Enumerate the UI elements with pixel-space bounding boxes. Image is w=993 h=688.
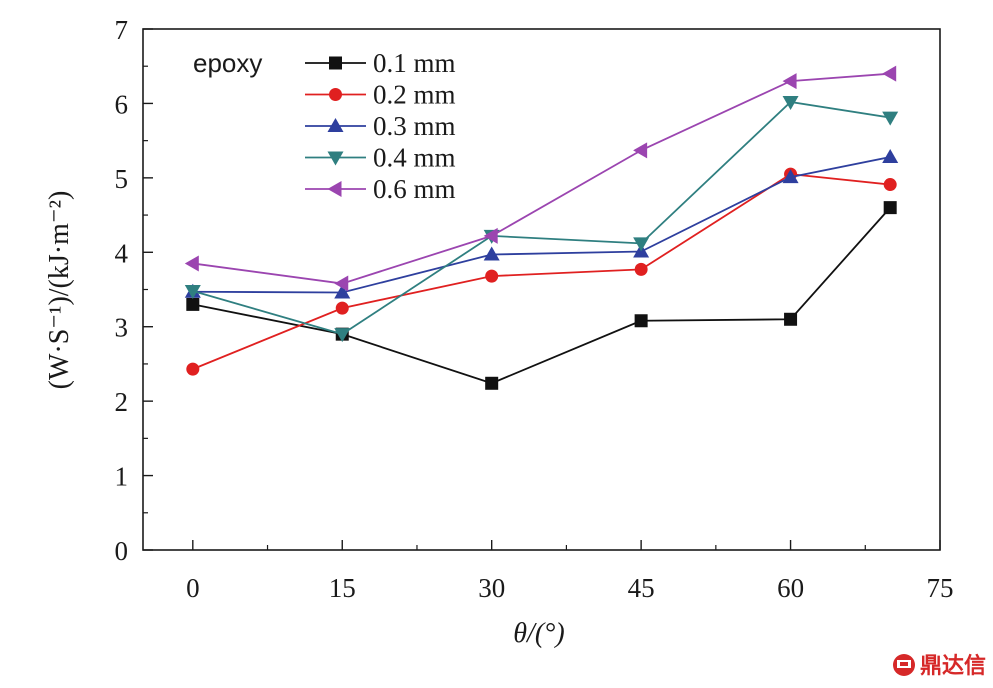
series-line — [192, 173, 891, 370]
legend-item: 0.2 mm — [305, 80, 456, 110]
y-tick-label: 1 — [115, 462, 129, 492]
data-point — [782, 169, 799, 184]
y-tick-label: 7 — [115, 15, 129, 45]
legend: 0.1 mm0.2 mm0.3 mm0.4 mm0.6 mm — [305, 48, 456, 204]
data-point — [483, 227, 498, 244]
annotation-epoxy: epoxy — [193, 48, 262, 78]
legend-label: 0.4 mm — [373, 143, 456, 173]
data-point — [784, 312, 798, 326]
data-point — [882, 65, 897, 82]
data-point — [883, 178, 897, 192]
legend-item: 0.1 mm — [305, 48, 456, 78]
series-0-4mm — [184, 95, 899, 343]
series-0-1mm — [186, 201, 897, 390]
data-point — [485, 376, 499, 390]
legend-marker — [329, 56, 342, 70]
legend-label: 0.3 mm — [373, 111, 456, 141]
series-0-3mm — [184, 149, 899, 299]
data-point — [634, 314, 648, 328]
data-point — [334, 284, 351, 299]
dingdaxin-logo-icon — [893, 654, 915, 676]
watermark-text: 鼎达信 — [920, 653, 986, 679]
y-tick-label: 5 — [115, 164, 129, 194]
watermark: 鼎达信 — [893, 653, 986, 679]
series-line — [192, 207, 891, 385]
legend-marker — [329, 88, 342, 101]
legend-item: 0.6 mm — [305, 174, 456, 204]
data-point — [334, 328, 351, 343]
x-tick-label: 30 — [478, 573, 505, 603]
data-point — [334, 275, 349, 292]
x-tick-label: 45 — [628, 573, 655, 603]
y-tick-label: 4 — [115, 238, 129, 268]
y-tick-label: 2 — [115, 387, 129, 417]
series-0-6mm — [184, 65, 897, 292]
legend-marker — [327, 151, 344, 166]
data-point — [186, 297, 200, 311]
y-axis-title: (W·S⁻¹)/(kJ·m⁻²) — [44, 191, 75, 390]
data-point — [782, 73, 797, 90]
legend-item: 0.3 mm — [305, 111, 456, 141]
y-axis-ticks: 0 1 2 3 4 5 6 7 — [115, 15, 153, 566]
x-tick-label: 60 — [777, 573, 804, 603]
series-0-2mm — [186, 167, 897, 376]
y-tick-label: 3 — [115, 313, 129, 343]
series-line — [192, 100, 891, 336]
data-point — [882, 149, 899, 164]
data-point — [782, 95, 799, 110]
series-layer — [184, 65, 899, 390]
data-point — [633, 142, 648, 159]
legend-marker — [327, 118, 344, 132]
series-line — [192, 72, 891, 285]
data-point — [634, 262, 648, 276]
legend-marker — [327, 181, 342, 197]
y-tick-label: 0 — [115, 536, 129, 566]
data-point — [184, 255, 199, 272]
legend-label: 0.2 mm — [373, 80, 456, 110]
x-axis-ticks: 0 15 30 45 60 75 — [186, 540, 954, 603]
legend-label: 0.1 mm — [373, 48, 456, 78]
data-point — [882, 111, 899, 126]
data-point — [335, 301, 349, 315]
x-axis-title: θ/(°) — [513, 618, 564, 649]
y-tick-label: 6 — [115, 89, 129, 119]
data-point — [883, 201, 897, 215]
data-point — [485, 269, 499, 283]
series-line — [192, 156, 891, 294]
x-tick-label: 0 — [186, 573, 200, 603]
legend-item: 0.4 mm — [305, 143, 456, 173]
x-tick-label: 15 — [329, 573, 356, 603]
data-point — [186, 362, 200, 376]
data-point — [483, 246, 500, 261]
legend-label: 0.6 mm — [373, 174, 456, 204]
data-point — [184, 284, 201, 299]
data-point — [633, 237, 650, 252]
x-tick-label: 75 — [927, 573, 954, 603]
